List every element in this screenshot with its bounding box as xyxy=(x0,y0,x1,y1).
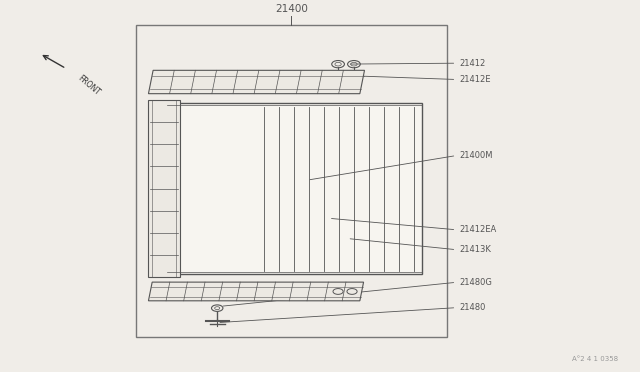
Polygon shape xyxy=(148,282,364,301)
Text: 21480: 21480 xyxy=(460,303,486,312)
Text: A°2 4 1 0358: A°2 4 1 0358 xyxy=(572,356,618,362)
Text: 21412EA: 21412EA xyxy=(460,225,497,234)
Text: 21412: 21412 xyxy=(460,59,486,68)
Bar xyxy=(167,103,422,274)
Text: 21412E: 21412E xyxy=(460,75,491,84)
Text: FRONT: FRONT xyxy=(76,74,102,98)
Text: 21400M: 21400M xyxy=(460,151,493,160)
Bar xyxy=(136,25,447,337)
Polygon shape xyxy=(148,70,365,94)
Bar xyxy=(148,100,180,278)
Text: 21480G: 21480G xyxy=(460,278,492,287)
Text: 21400: 21400 xyxy=(275,4,308,14)
Text: 21413K: 21413K xyxy=(460,245,492,254)
